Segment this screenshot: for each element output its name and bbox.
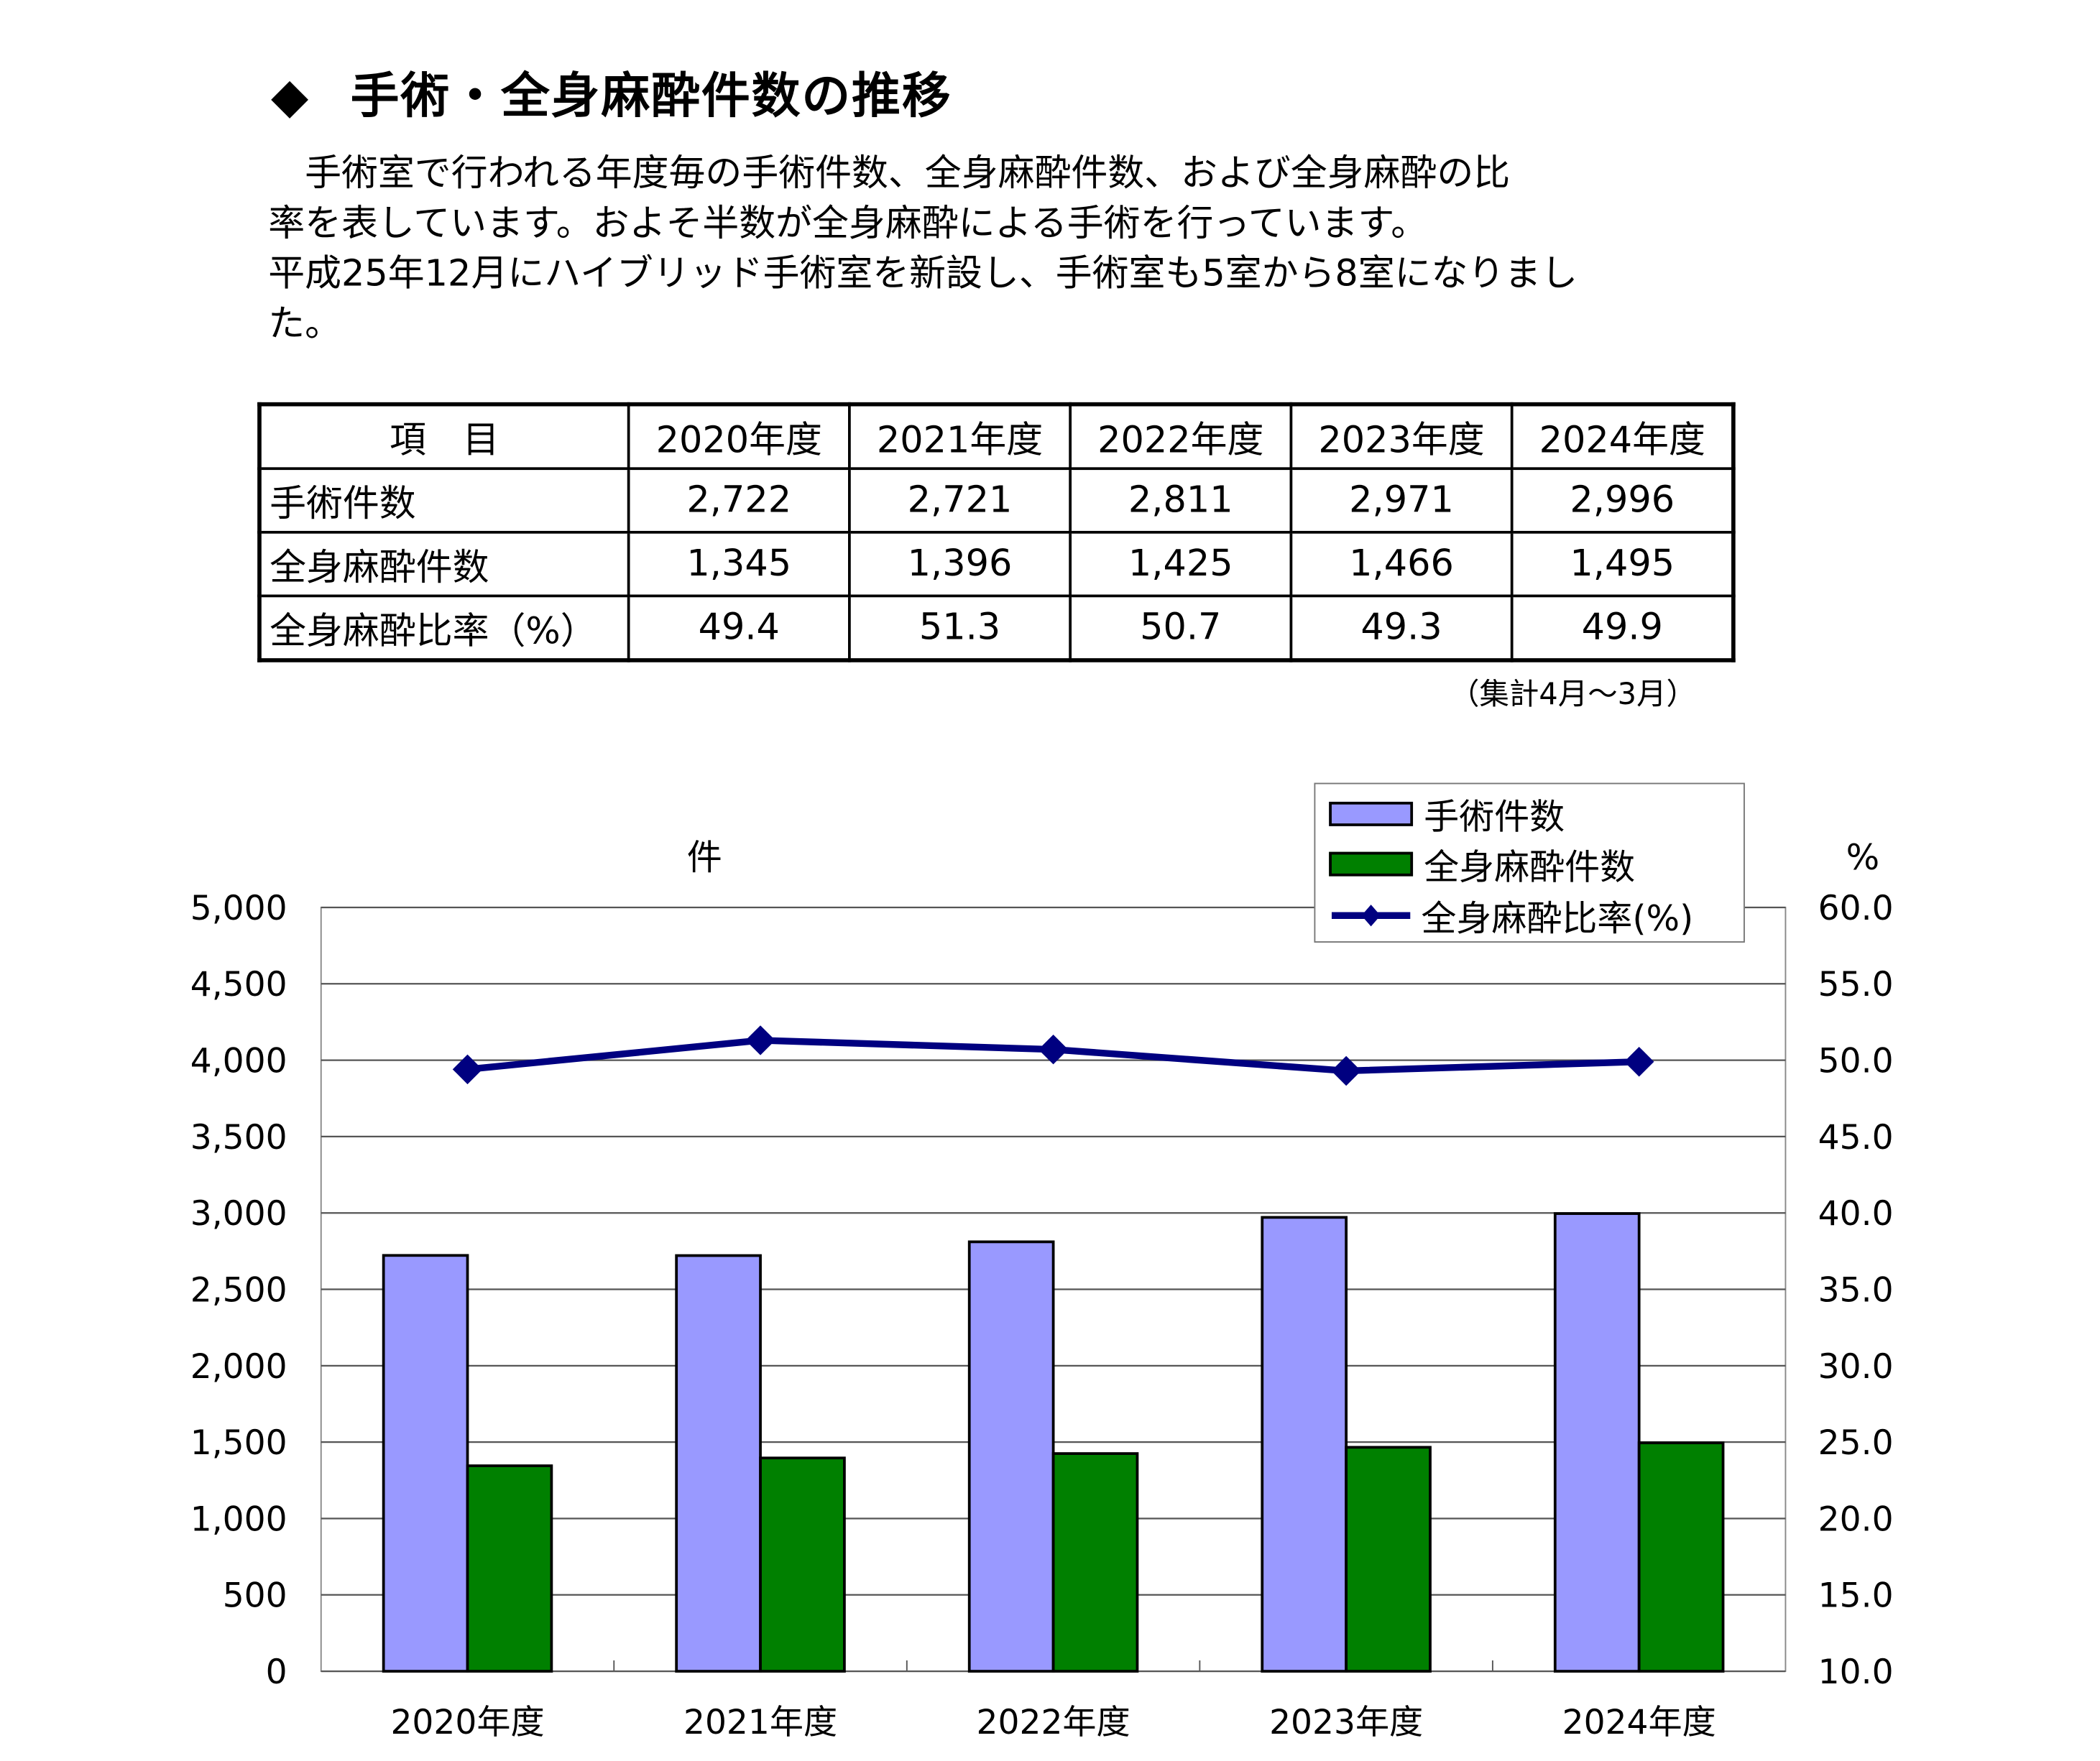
heading-title: 手術・全身麻酔件数の推移 [350,69,952,125]
x-tick-label: 2021年度 [683,1703,837,1742]
table-cell: 49.9 [1510,594,1735,662]
table-cell: 1,495 [1510,530,1735,598]
table-cell: 2,811 [1069,467,1293,534]
diamond-bullet-icon: ◆ [271,69,310,125]
legend-item: 全身麻酔件数 [1329,840,1635,889]
y-tick-label: 5,000 [190,889,287,928]
data-table: 項 目 2020年度 2021年度 2022年度 2023年度 2024年度 手… [257,402,1736,662]
header-cell: 2020年度 [627,402,851,471]
row-label: 全身麻酔比率（%） [258,594,630,662]
legend-label: 手術件数 [1424,797,1565,838]
x-tick-label: 2022年度 [977,1703,1130,1742]
y-right-tick-label: 25.0 [1818,1423,1894,1463]
y-right-axis-title: % [1846,837,1880,878]
table-cell: 50.7 [1069,594,1293,662]
y-right-tick-label: 35.0 [1818,1270,1894,1310]
row-label: 全身麻酔件数 [258,530,630,598]
y-tick-label: 1,000 [190,1499,287,1539]
row-label: 手術件数 [258,467,630,534]
y-right-tick-label: 50.0 [1818,1042,1894,1081]
table-cell: 2,971 [1289,467,1514,534]
table-row: 全身麻酔比率（%） 49.4 51.3 50.7 49.3 49.9 [258,594,1735,662]
table-cell: 2,722 [627,467,851,534]
bar-surgeries [1553,1212,1641,1673]
bar-surgeries [967,1240,1055,1673]
y-tick-label: 3,000 [190,1194,287,1234]
y-right-tick-label: 45.0 [1818,1118,1894,1157]
header-cell: 2023年度 [1289,402,1514,471]
header-cell: 2024年度 [1510,402,1735,471]
table-note: （集計4月～3月） [1449,678,1697,713]
description-line: 平成25年12月にハイブリッド手術室を新設し、手術室も5室から8室になりまし [268,253,1578,295]
legend-swatch-icon [1329,801,1414,826]
description-line: 率を表しています。およそ半数が全身麻酔による手術を行っています。 [268,203,1428,246]
y-right-tick-label: 60.0 [1818,889,1894,928]
table-cell: 1,345 [627,530,851,598]
y-tick-label: 2,500 [190,1270,287,1310]
bar-general-anesthesia [1051,1452,1139,1673]
y-tick-label: 1,500 [190,1423,287,1463]
y-tick-label: 3,500 [190,1118,287,1157]
table-cell: 1,466 [1289,530,1514,598]
y-right-tick-label: 55.0 [1818,965,1894,1004]
description-line: た。 [268,303,342,346]
x-tick-label: 2024年度 [1562,1703,1716,1742]
y-right-tick-label: 40.0 [1818,1194,1894,1234]
y-tick-label: 500 [223,1576,287,1616]
legend-item: 手術件数 [1329,790,1565,838]
header-cell: 2021年度 [848,402,1072,471]
y-tick-label: 2,000 [190,1347,287,1387]
table-row: 全身麻酔件数 1,345 1,396 1,425 1,466 1,495 [258,530,1735,598]
bar-surgeries [675,1254,762,1673]
bar-general-anesthesia [1345,1446,1432,1673]
y-right-tick-label: 30.0 [1818,1347,1894,1387]
header-cell: 項 目 [258,402,630,471]
chart-legend: 手術件数 全身麻酔件数 全身麻酔比率(%) [1314,782,1745,943]
bar-general-anesthesia [759,1456,846,1673]
y-tick-label: 4,500 [190,965,287,1004]
y-tick-label: 4,000 [190,1042,287,1081]
y-right-tick-label: 10.0 [1818,1653,1894,1692]
description: 手術室で行われる年度毎の手術件数、全身麻酔件数、および全身麻酔の比 率を表してい… [268,149,1745,349]
bar-surgeries [382,1254,469,1673]
legend-label: 全身麻酔件数 [1424,847,1636,888]
y-right-tick-label: 20.0 [1818,1499,1894,1539]
y-right-tick-label: 15.0 [1818,1576,1894,1616]
legend-label: 全身麻酔比率(%) [1421,898,1694,940]
section-heading: ◆ 手術・全身麻酔件数の推移 [271,57,952,127]
diamond-marker-icon [1331,1055,1361,1086]
combo-chart: 0 10.0 500 15.0 1,000 20.0 1,500 25.0 2,000 30.0 2… [190,837,1894,1742]
bar-general-anesthesia [1637,1441,1725,1673]
table-header-row: 項 目 2020年度 2021年度 2022年度 2023年度 2024年度 [258,402,1735,471]
legend-line-diamond-icon [1331,905,1411,927]
y-axis-title: 件 [687,837,722,878]
description-line: 手術室で行われる年度毎の手術件数、全身麻酔件数、および全身麻酔の比 [268,153,1511,195]
x-tick-label: 2020年度 [390,1703,544,1742]
x-tick-label: 2023年度 [1269,1703,1423,1742]
table-row: 手術件数 2,722 2,721 2,811 2,971 2,996 [258,467,1735,534]
legend-swatch-icon [1329,851,1414,877]
bar-surgeries [1261,1216,1348,1673]
diamond-marker-icon [745,1025,775,1055]
table-cell: 1,425 [1069,530,1293,598]
table-cell: 2,996 [1510,467,1735,534]
header-cell: 2022年度 [1069,402,1293,471]
table-cell: 49.3 [1289,594,1514,662]
table-cell: 1,396 [848,530,1072,598]
table-cell: 49.4 [627,594,851,662]
table-cell: 2,721 [848,467,1072,534]
legend-item: 全身麻酔比率(%) [1329,891,1693,940]
bar-general-anesthesia [466,1464,553,1673]
y-tick-label: 0 [266,1653,287,1692]
table-cell: 51.3 [848,594,1072,662]
